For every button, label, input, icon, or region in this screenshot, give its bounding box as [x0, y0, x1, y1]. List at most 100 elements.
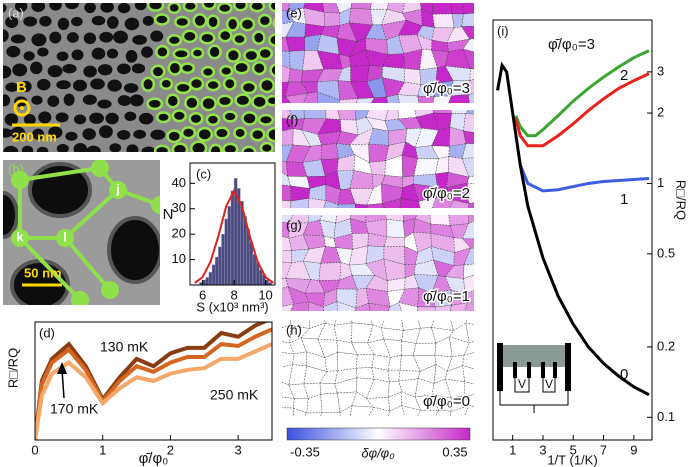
lattice-site	[11, 229, 29, 247]
pore	[257, 46, 273, 61]
cell	[463, 341, 474, 356]
pore	[222, 142, 239, 152]
cell	[400, 183, 420, 202]
pore	[199, 31, 216, 45]
site-label: j	[115, 181, 120, 196]
cell	[303, 91, 318, 103]
lattice-edge	[18, 236, 82, 302]
bar	[214, 256, 219, 285]
cell	[282, 325, 292, 344]
cell	[282, 161, 288, 177]
cell	[337, 352, 358, 371]
pore	[5, 82, 19, 92]
inset-label: V	[545, 377, 553, 391]
pore	[155, 44, 170, 59]
cell	[417, 306, 436, 311]
panel-label: (f)	[286, 112, 298, 127]
pore	[166, 129, 183, 144]
pore	[31, 3, 46, 12]
y-tick-label: 0.2	[657, 338, 675, 353]
cell	[463, 247, 474, 266]
cell	[289, 50, 306, 72]
cell	[282, 65, 291, 83]
cell	[453, 247, 472, 266]
pore	[89, 112, 104, 124]
cell	[317, 118, 342, 135]
cell	[384, 110, 399, 121]
cell	[282, 364, 293, 386]
cell	[302, 144, 322, 163]
marker-dot	[20, 106, 24, 110]
cell	[348, 7, 373, 26]
y-tick-label: 20	[172, 226, 186, 241]
pore	[172, 48, 191, 60]
cell	[401, 340, 417, 356]
cell	[417, 95, 435, 103]
y-tick-label: 0.5	[657, 245, 675, 260]
pore	[10, 34, 26, 44]
cell	[448, 126, 467, 147]
pore	[182, 3, 198, 13]
y-tick-label: 30	[172, 200, 186, 215]
pore	[39, 15, 52, 27]
cell	[282, 200, 292, 208]
pore	[222, 110, 238, 123]
cell	[288, 364, 308, 386]
cell	[463, 130, 474, 145]
cell	[348, 22, 373, 42]
cell	[333, 322, 353, 343]
cell	[435, 410, 452, 416]
pore	[3, 3, 7, 13]
cell	[350, 3, 372, 10]
series-label: 250 mK	[210, 387, 259, 403]
pore	[98, 125, 113, 139]
series-label: 1	[620, 191, 628, 208]
cell	[399, 354, 421, 372]
cell	[337, 110, 357, 121]
series-line	[514, 72, 650, 148]
cell	[401, 327, 421, 344]
pore	[116, 63, 131, 75]
cell	[333, 320, 353, 326]
cell	[450, 405, 470, 416]
cell	[420, 3, 433, 15]
cell	[449, 113, 466, 132]
series-label: 2	[620, 67, 628, 84]
cell	[366, 77, 387, 99]
pore	[174, 15, 191, 29]
cell	[387, 369, 401, 383]
pore	[23, 51, 35, 61]
pore	[240, 80, 258, 95]
cell	[398, 378, 419, 398]
pore	[71, 16, 83, 27]
cell	[336, 154, 355, 172]
pore	[117, 129, 131, 140]
pore	[153, 13, 170, 26]
pore	[129, 94, 144, 107]
pore	[56, 51, 69, 61]
cell	[351, 391, 375, 408]
lattice-site	[11, 171, 29, 189]
y-tick-label: 1	[657, 175, 664, 190]
cell	[336, 170, 355, 190]
pore	[269, 63, 275, 78]
cell	[285, 260, 311, 280]
cell	[290, 320, 311, 329]
cell	[380, 320, 404, 331]
pore	[109, 143, 122, 152]
lattice-site	[151, 196, 160, 214]
y-axis-label: N	[163, 206, 174, 223]
cell	[282, 172, 292, 187]
cell	[282, 250, 292, 264]
pore	[180, 126, 197, 140]
cell	[290, 301, 310, 311]
cell	[282, 352, 295, 368]
cell	[317, 91, 341, 103]
x-tick-label: 6	[199, 287, 206, 302]
cell	[349, 143, 370, 163]
cell	[348, 37, 367, 58]
arrow-head	[57, 362, 67, 374]
panel-label: (c)	[196, 166, 211, 181]
cell	[302, 159, 326, 177]
pore	[171, 109, 187, 123]
